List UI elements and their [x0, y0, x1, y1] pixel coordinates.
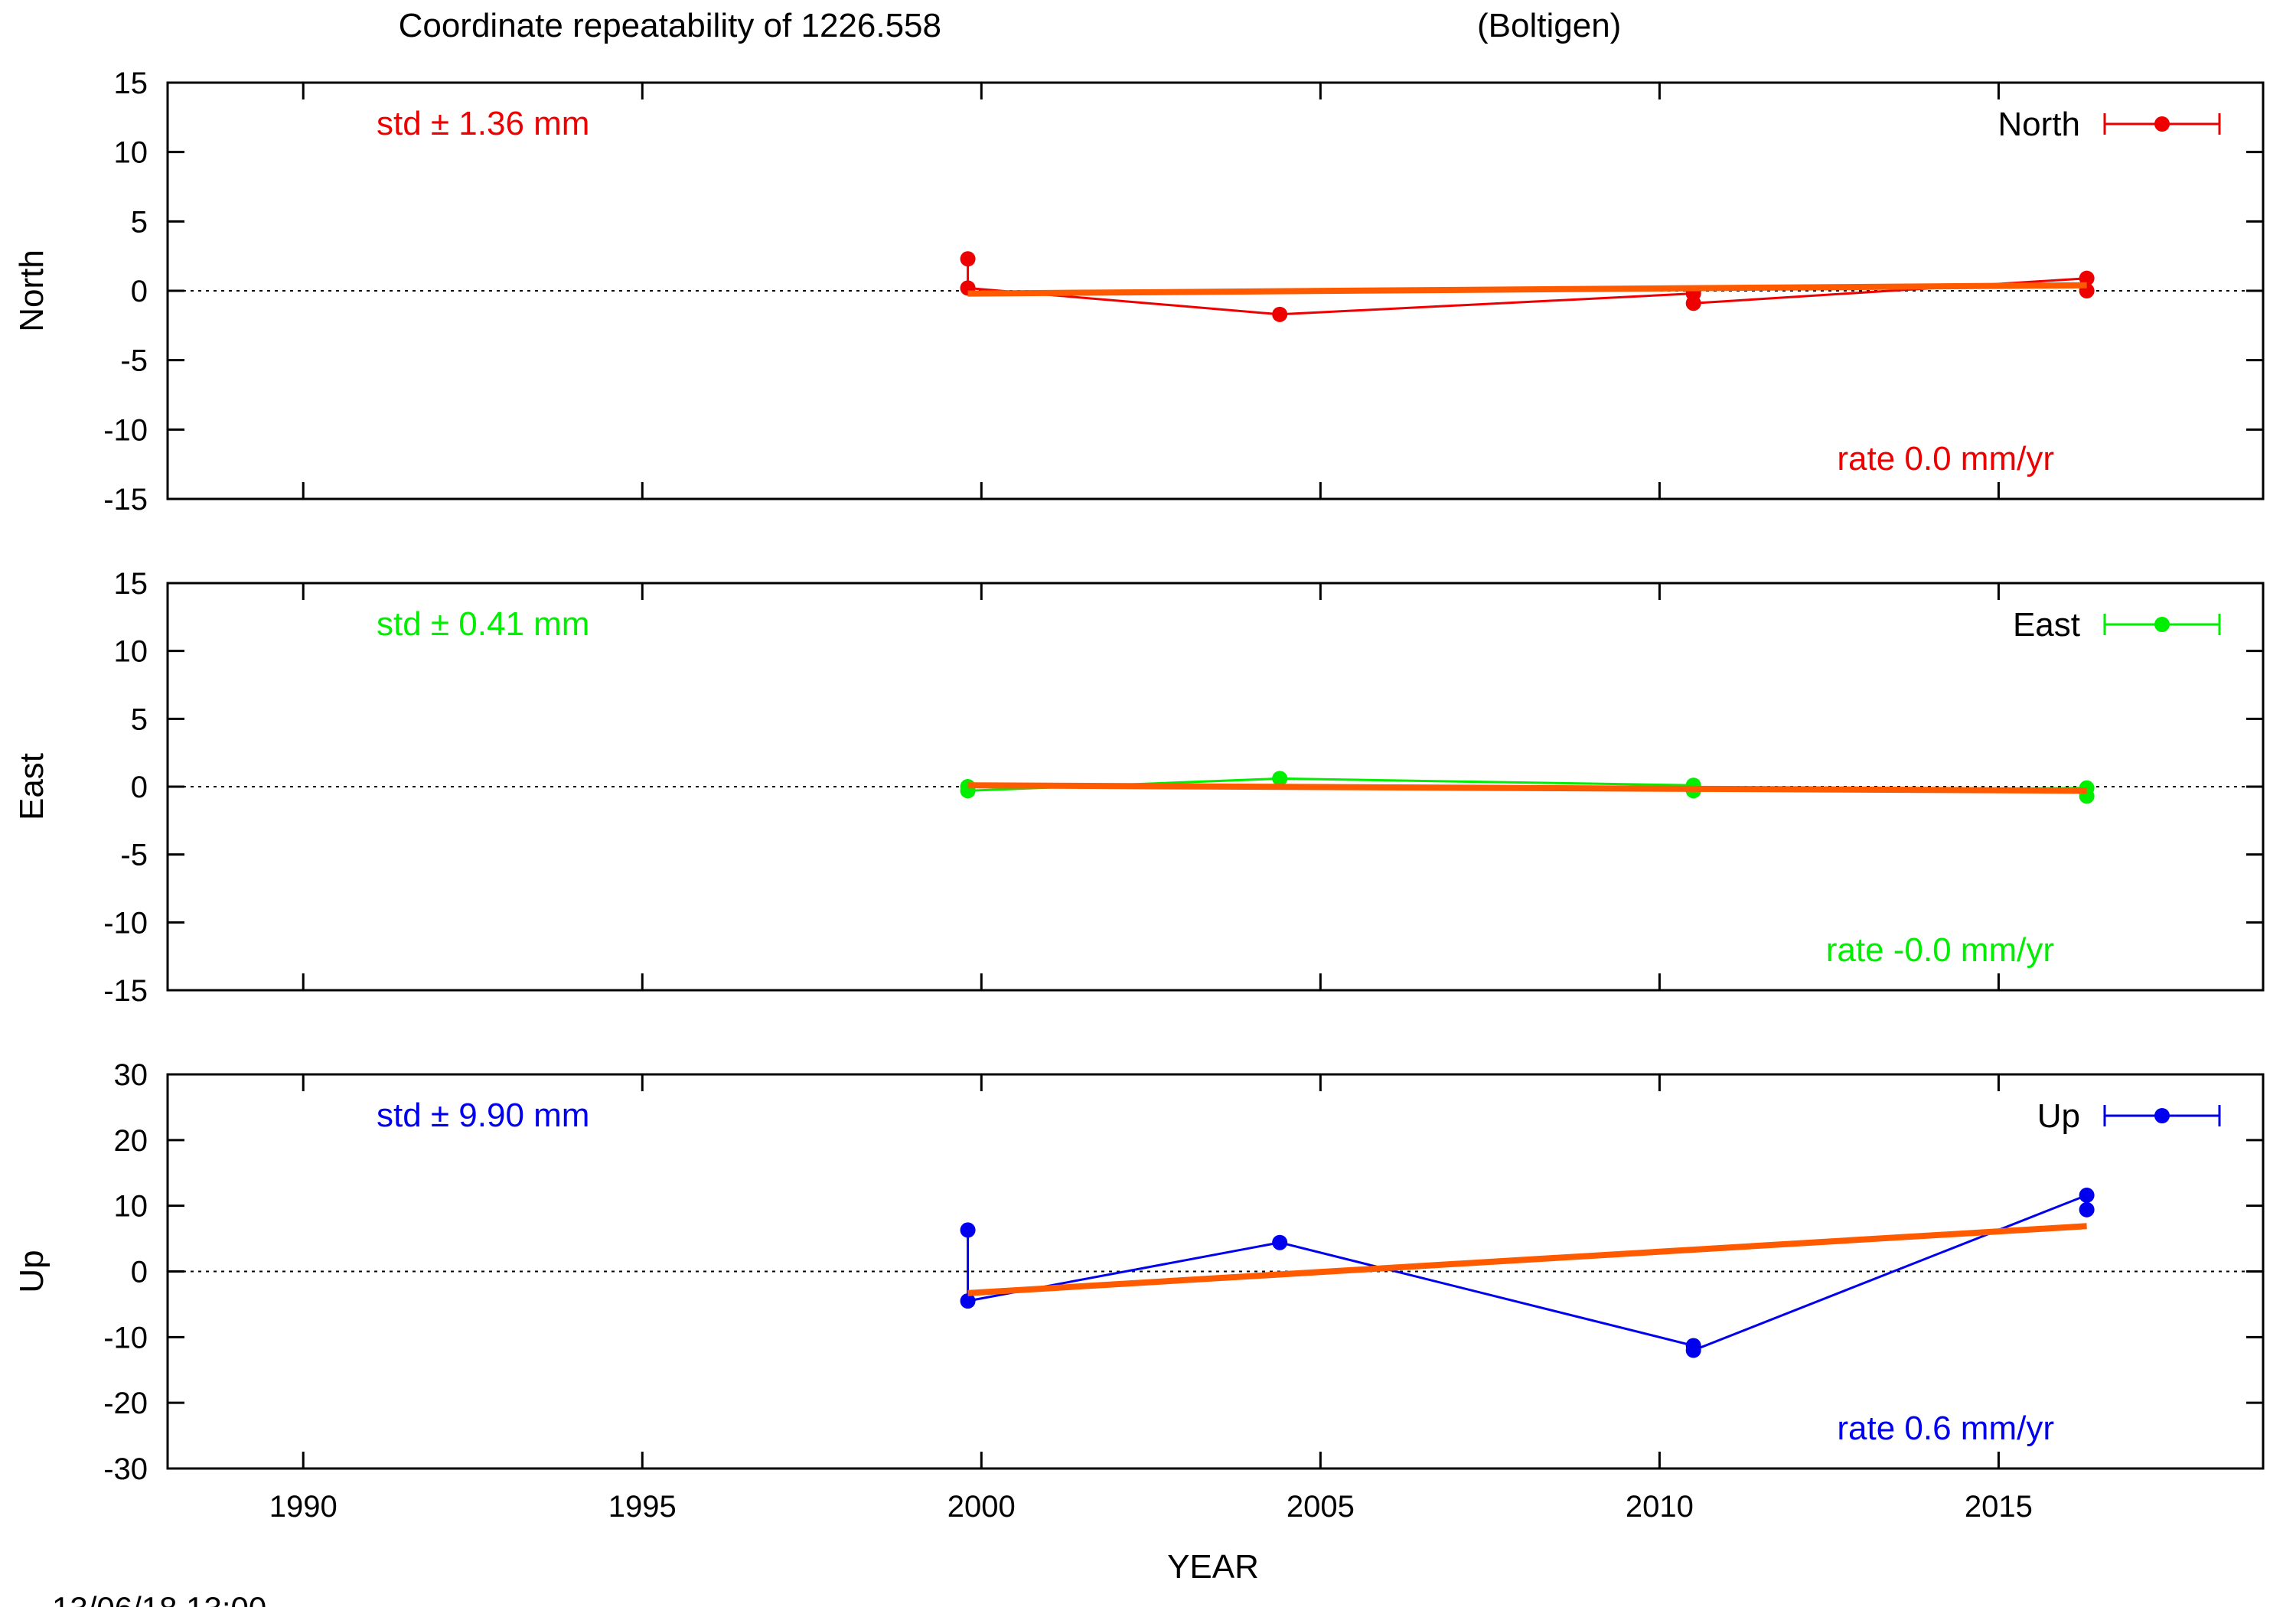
std-text: std ± 1.36 mm	[377, 105, 589, 142]
y-tick-label: -5	[120, 344, 148, 378]
series-line	[967, 1193, 2089, 1352]
timestamp: 13/06/18 13:00	[52, 1590, 266, 1607]
data-point	[960, 1293, 976, 1309]
y-tick-label: 10	[114, 635, 148, 669]
data-point	[1685, 1342, 1701, 1358]
y-tick-label: 0	[131, 771, 148, 804]
x-tick-label: 1995	[608, 1490, 677, 1524]
trend-line	[967, 1223, 2087, 1296]
y-tick-label: -10	[103, 1321, 148, 1354]
trend-line	[967, 782, 2087, 794]
y-tick-label: -15	[103, 483, 148, 517]
data-point	[1272, 771, 1288, 787]
data-point	[1272, 306, 1288, 322]
y-tick-label: -15	[103, 974, 148, 1008]
y-axis-label: Up	[13, 1250, 51, 1292]
data-point	[960, 1222, 976, 1238]
y-tick-label: 0	[131, 1256, 148, 1289]
y-tick-label: -30	[103, 1452, 148, 1486]
y-tick-label: 10	[114, 1190, 148, 1224]
data-point	[2079, 270, 2095, 286]
x-axis-label: YEAR	[1167, 1548, 1259, 1586]
y-axis-label: East	[13, 753, 51, 820]
legend-label: East	[2013, 606, 2080, 644]
chart-subtitle: (Boltigen)	[1477, 7, 1621, 44]
y-tick-label: 5	[131, 702, 148, 736]
x-tick-label: 2005	[1287, 1490, 1355, 1524]
rate-text: rate -0.0 mm/yr	[1826, 931, 2054, 969]
x-tick-label: 2000	[947, 1490, 1016, 1524]
rate-text: rate 0.6 mm/yr	[1837, 1410, 2054, 1447]
y-tick-label: 20	[114, 1124, 148, 1158]
y-tick-label: -10	[103, 906, 148, 940]
chart-title: Coordinate repeatability of 1226.558	[399, 7, 941, 44]
y-tick-label: 5	[131, 205, 148, 239]
data-point	[1685, 295, 1701, 311]
y-tick-label: 15	[114, 567, 148, 601]
data-point	[960, 251, 976, 267]
y-tick-label: -10	[103, 413, 148, 447]
legend-label: North	[1998, 106, 2080, 143]
x-tick-label: 2015	[1965, 1490, 2033, 1524]
legend-marker	[2154, 116, 2170, 132]
x-tick-label: 2010	[1626, 1490, 1694, 1524]
y-tick-label: 15	[114, 67, 148, 100]
north-panel: 15 10 5 0 -5 -10 -15 North std ± 1.36 mm rate 0.0…	[13, 67, 2265, 517]
y-tick-label: 10	[114, 136, 148, 170]
y-tick-label: 0	[131, 275, 148, 308]
data-point	[2079, 1201, 2095, 1217]
east-panel: 15 10 5 0 -5 -10 -15 East std ± 0.41 mm rate -0.0…	[13, 567, 2265, 1008]
x-axis-tick-labels: 1990 1995 2000 2005 2010 2015	[269, 1490, 2033, 1524]
y-tick-label: 30	[114, 1058, 148, 1092]
data-point	[2079, 1187, 2095, 1203]
up-panel: 30 20 10 0 -10 -20 -30 Up std ± 9.90 mm rate 0.6 …	[13, 1058, 2265, 1486]
std-text: std ± 0.41 mm	[377, 605, 589, 643]
x-tick-label: 1990	[269, 1490, 338, 1524]
y-tick-label: -20	[103, 1387, 148, 1420]
trend-line	[967, 282, 2087, 297]
y-tick-label: -5	[120, 839, 148, 872]
legend-marker	[2154, 617, 2170, 632]
data-point	[1272, 1234, 1288, 1250]
legend-label: Up	[2037, 1097, 2080, 1135]
std-text: std ± 9.90 mm	[377, 1097, 589, 1134]
rate-text: rate 0.0 mm/yr	[1837, 440, 2054, 478]
legend-marker	[2154, 1108, 2170, 1123]
y-axis-label: North	[13, 249, 51, 332]
